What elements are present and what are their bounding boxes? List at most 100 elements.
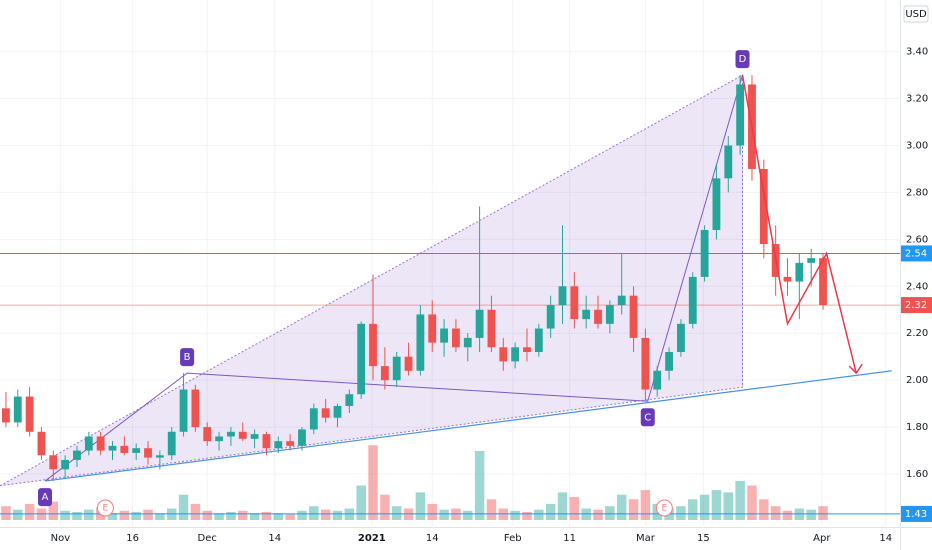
volume-bar <box>356 485 366 520</box>
candle-body <box>487 309 496 348</box>
projection-line <box>741 74 857 374</box>
candle-body <box>759 168 768 245</box>
volume-bar <box>439 509 449 520</box>
candle-body <box>499 347 508 362</box>
y-tick-label: 3.20 <box>906 94 928 105</box>
point-label-box <box>38 488 52 507</box>
candle-body <box>463 337 472 348</box>
candle-body <box>215 436 223 442</box>
volume-bar <box>415 492 426 520</box>
volume-bar <box>723 492 734 520</box>
volume-bar <box>60 510 70 520</box>
y-tick-label: 1.80 <box>906 422 928 433</box>
volume-bar <box>616 494 627 520</box>
candle-body <box>262 434 271 449</box>
candle-body <box>546 305 555 329</box>
candle-body <box>440 328 448 343</box>
price-label: 2.54 <box>905 248 927 259</box>
candle-body <box>286 441 295 446</box>
volume-bar <box>463 510 473 520</box>
price-label: 1.43 <box>905 509 927 520</box>
y-tick-label: 2.60 <box>906 234 928 245</box>
candle-body <box>677 323 685 352</box>
y-tick-label: 1.60 <box>906 469 928 480</box>
y-tick-label: 2.40 <box>906 281 928 292</box>
x-tick-label: 14 <box>268 533 281 544</box>
earnings-marker[interactable] <box>96 499 114 517</box>
volume-bar <box>735 480 745 520</box>
x-tick-label: Mar <box>636 533 656 544</box>
volume-bar <box>593 509 603 520</box>
volume-bar <box>155 513 165 520</box>
earnings-label: E <box>103 504 109 514</box>
candle-body <box>179 389 188 432</box>
candle-body <box>641 337 650 390</box>
volume-bar <box>486 499 497 520</box>
volume-bar <box>640 490 651 520</box>
candle-body <box>688 276 697 324</box>
candle-body <box>475 309 484 338</box>
currency: USD <box>905 9 927 20</box>
volume-bar <box>48 501 59 520</box>
candle-body <box>49 455 58 470</box>
candle-body <box>298 429 306 446</box>
candle-body <box>167 431 176 456</box>
volume-bar <box>545 503 556 520</box>
candle-body <box>309 408 318 430</box>
candle-body <box>523 347 531 352</box>
candle-body <box>132 448 141 453</box>
volume-bar <box>309 506 319 520</box>
volume-bar <box>190 503 201 520</box>
volume-bar <box>273 513 284 520</box>
x-tick-label: Apr <box>813 533 831 544</box>
earnings-marker[interactable] <box>655 499 673 517</box>
candle-body <box>570 286 579 320</box>
candle-body <box>61 459 70 470</box>
candle-body <box>404 356 413 371</box>
candle-body <box>416 314 425 371</box>
volume-bar <box>202 510 212 520</box>
volume-bar <box>214 513 224 520</box>
candle-body <box>2 408 10 423</box>
price-label-box <box>901 505 932 522</box>
volume-bar <box>13 509 23 520</box>
x-tick-label: 16 <box>126 533 139 544</box>
candle-body <box>250 434 259 439</box>
price-label-box <box>901 297 932 314</box>
volume-bar <box>131 511 141 520</box>
candle-body <box>617 295 626 306</box>
volume-bar <box>24 503 35 520</box>
candle-body <box>534 328 543 352</box>
candle-body <box>736 84 745 146</box>
candle-body <box>84 436 93 451</box>
volume-bar <box>818 506 828 520</box>
volume-bar <box>226 511 236 520</box>
volume-bar <box>368 445 378 520</box>
candle-body <box>428 314 437 343</box>
candle-body <box>653 370 662 390</box>
x-tick-label: Nov <box>51 533 71 544</box>
candle-body <box>700 229 709 277</box>
volume-bar <box>285 514 295 520</box>
volume-bar <box>107 513 118 520</box>
candle-body <box>605 305 614 324</box>
candle-body <box>13 396 22 423</box>
candle-body <box>380 366 389 381</box>
candle-body <box>96 436 105 451</box>
volume-bar <box>143 509 153 520</box>
projection-arrow <box>848 363 863 375</box>
price-label: 2.32 <box>905 300 927 311</box>
earnings-label: E <box>661 504 667 514</box>
point-label: B <box>184 352 191 363</box>
volume-bar <box>699 494 710 520</box>
volume-bar <box>534 509 544 520</box>
volume-bar <box>747 485 757 520</box>
candle-body <box>665 352 673 371</box>
candle-body <box>155 455 164 458</box>
volume-bar <box>238 510 248 520</box>
volume-bar <box>249 513 260 520</box>
candle-body <box>227 431 235 437</box>
candle-body <box>511 347 520 362</box>
volume-bar <box>688 499 698 520</box>
candle-body <box>452 328 460 348</box>
